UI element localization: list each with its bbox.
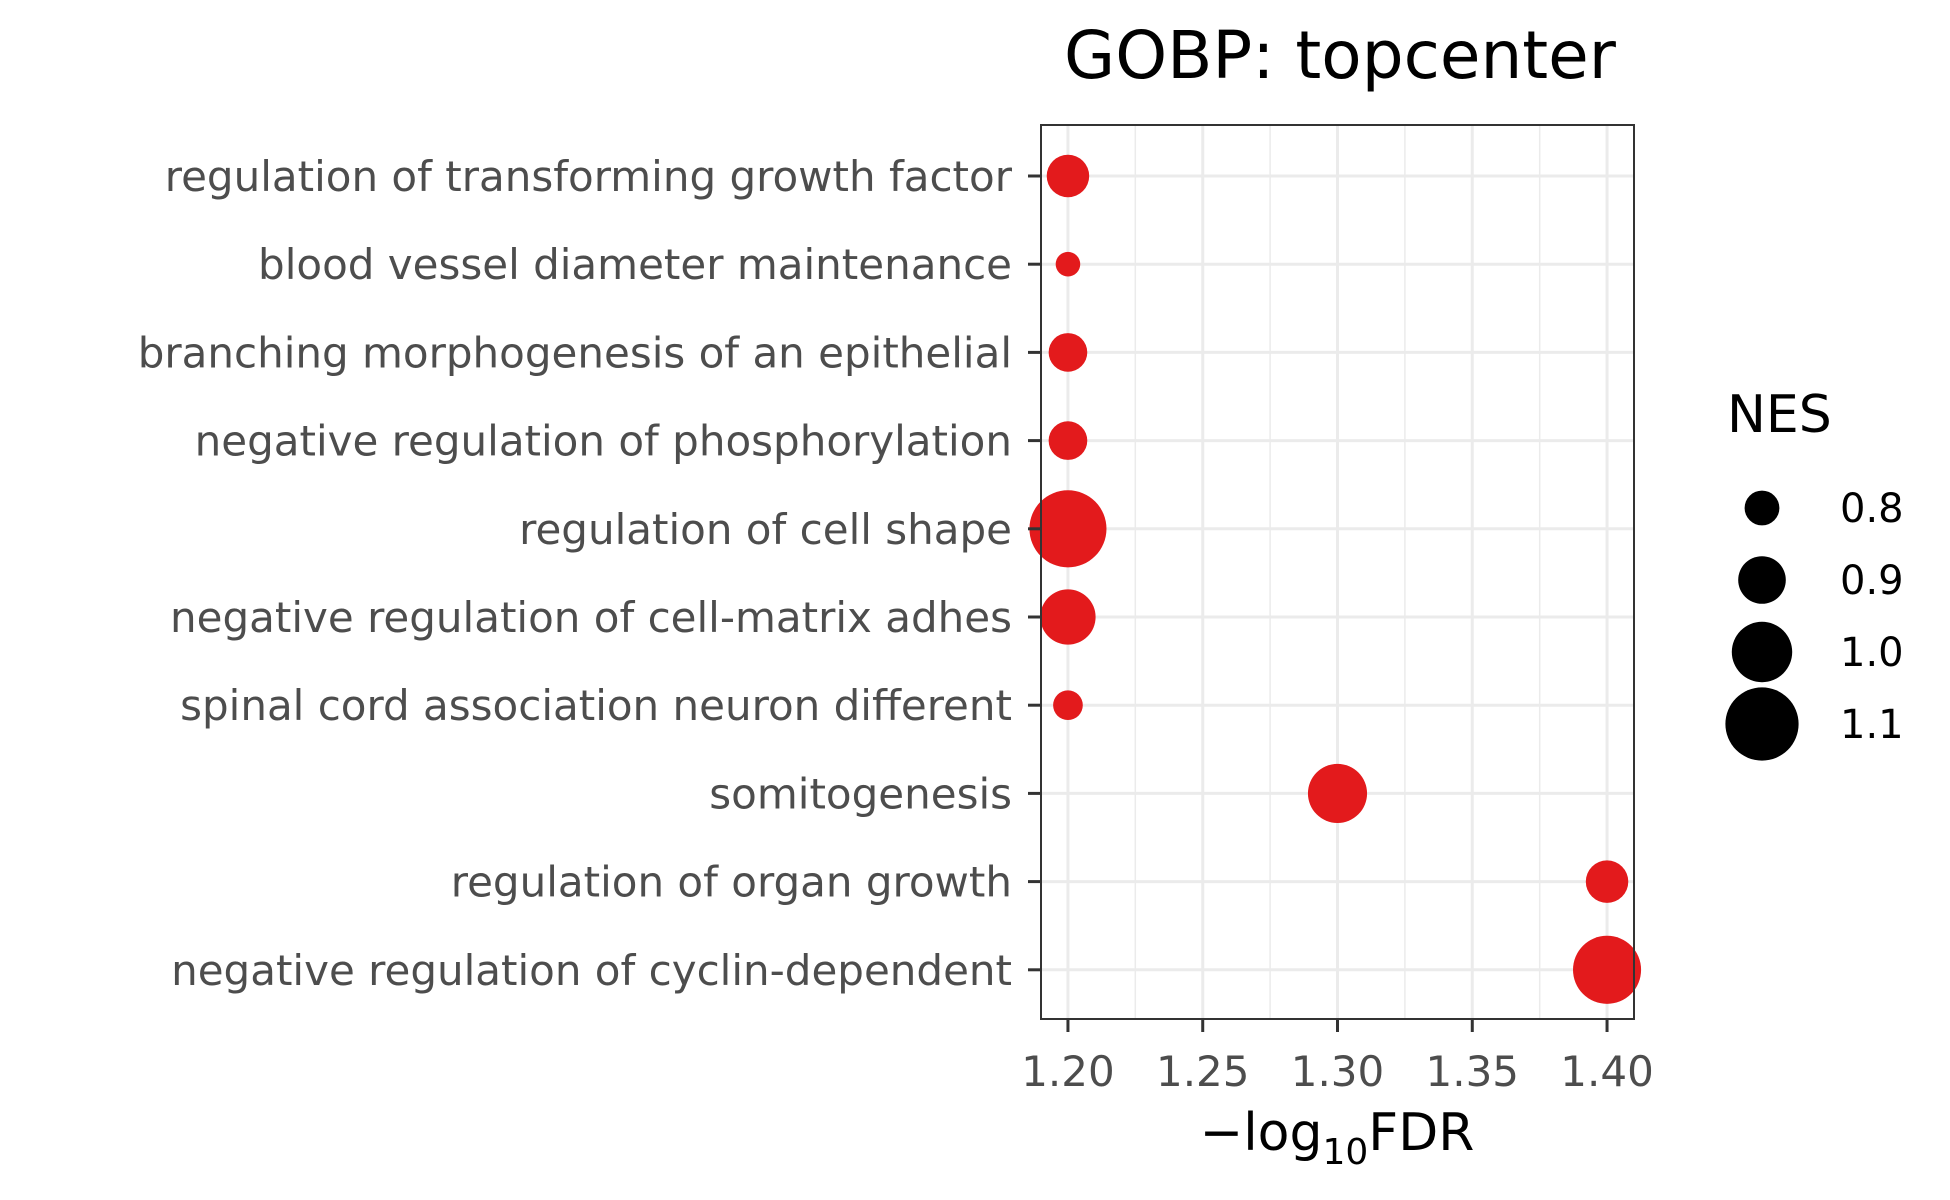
data-point: [1048, 421, 1088, 460]
data-point: [1585, 860, 1629, 903]
y-tick-label: regulation of organ growth: [451, 858, 1012, 907]
data-point: [1053, 690, 1083, 721]
y-tick-label: spinal cord association neuron different: [180, 681, 1012, 730]
x-axis: 1.20 1.25 1.30 1.35 1.40: [1021, 1019, 1654, 1096]
x-tick-label: 1.25: [1156, 1047, 1250, 1096]
x-axis-title-base: log: [1243, 1103, 1322, 1163]
legend-title: NES: [1727, 385, 1832, 445]
y-tick-label: regulation of transforming growth factor: [165, 152, 1013, 201]
y-tick-label: negative regulation of cell-matrix adhes: [170, 593, 1012, 642]
data-point: [1040, 589, 1096, 645]
x-axis-title-minus: −: [1200, 1103, 1244, 1163]
chart-title: GOBP: topcenter: [1064, 17, 1617, 94]
x-tick-label: 1.35: [1426, 1047, 1520, 1096]
plot-panel: [1029, 124, 1642, 1020]
data-point: [1573, 935, 1642, 1004]
y-axis-labels: regulation of transforming growth factor…: [138, 152, 1041, 995]
legend-key: [1731, 621, 1793, 683]
legend-label: 1.1: [1840, 702, 1904, 748]
data-point: [1046, 154, 1090, 198]
y-tick-label: negative regulation of phosphorylation: [195, 417, 1012, 466]
legend-key: [1725, 687, 1799, 761]
x-axis-title-rest: FDR: [1368, 1103, 1474, 1163]
data-point: [1048, 333, 1088, 372]
data-point: [1055, 251, 1081, 277]
legend-key: [1738, 556, 1786, 604]
legend-label: 1.0: [1840, 630, 1904, 676]
legend-label: 0.9: [1840, 558, 1904, 604]
y-tick-label: blood vessel diameter maintenance: [258, 240, 1012, 289]
size-legend: NES 0.8 0.9 1.0 1.1: [1725, 385, 1904, 761]
x-tick-label: 1.30: [1291, 1047, 1385, 1096]
x-axis-title: −log10FDR: [1200, 1103, 1475, 1173]
y-tick-label: negative regulation of cyclin-dependent: [171, 946, 1012, 995]
x-tick-label: 1.20: [1021, 1047, 1115, 1096]
legend-label: 0.8: [1840, 486, 1904, 532]
data-point: [1307, 763, 1368, 823]
y-tick-label: somitogenesis: [709, 769, 1012, 818]
data-point: [1029, 490, 1107, 568]
y-tick-label: regulation of cell shape: [519, 505, 1012, 554]
y-tick-label: branching morphogenesis of an epithelial: [138, 328, 1012, 377]
x-axis-title-sub: 10: [1322, 1132, 1368, 1173]
legend-key: [1744, 490, 1780, 526]
x-tick-label: 1.40: [1560, 1047, 1654, 1096]
